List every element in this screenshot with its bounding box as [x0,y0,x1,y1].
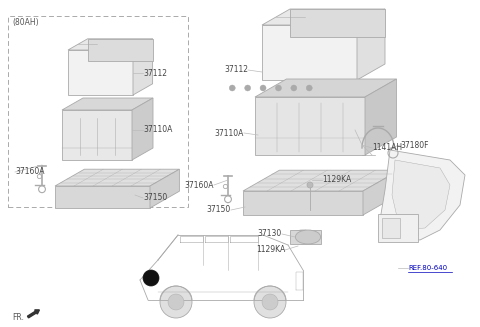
Circle shape [260,85,266,91]
Text: 1141AH: 1141AH [372,144,402,152]
Polygon shape [262,25,357,80]
Circle shape [245,85,251,91]
Text: 1129KA: 1129KA [256,246,285,254]
Text: (80AH): (80AH) [12,18,38,27]
Polygon shape [55,186,150,208]
Polygon shape [133,39,153,95]
Circle shape [160,286,192,318]
Polygon shape [62,98,153,110]
Text: 1129KA: 1129KA [322,176,351,184]
Text: 37110A: 37110A [143,126,172,134]
Text: 37150: 37150 [143,194,167,202]
Polygon shape [255,97,365,155]
Circle shape [307,182,313,188]
Polygon shape [290,230,321,244]
Polygon shape [365,79,396,155]
Circle shape [276,85,281,91]
Circle shape [229,85,235,91]
Circle shape [306,85,312,91]
Text: 37150: 37150 [207,205,231,215]
Polygon shape [62,110,132,160]
Text: 37112: 37112 [224,65,248,75]
Polygon shape [87,39,153,61]
Circle shape [168,294,184,310]
Text: FR.: FR. [12,314,24,322]
Text: 37110A: 37110A [215,129,244,137]
Polygon shape [68,50,133,95]
Polygon shape [290,9,385,37]
Circle shape [262,294,278,310]
Polygon shape [363,170,399,215]
Ellipse shape [290,230,316,244]
Polygon shape [357,9,385,80]
Polygon shape [262,9,385,25]
Ellipse shape [295,230,321,244]
Text: 37130: 37130 [258,230,282,238]
Bar [378,214,418,242]
Circle shape [254,286,286,318]
Polygon shape [243,191,363,215]
Polygon shape [55,169,180,186]
Polygon shape [132,98,153,160]
Text: 37160A: 37160A [15,167,45,177]
Bar [8,16,188,207]
Polygon shape [392,160,450,230]
Polygon shape [243,170,399,191]
Text: 37160A: 37160A [184,181,214,190]
Bar [382,218,400,238]
Text: 37112: 37112 [143,68,167,77]
Polygon shape [380,150,465,240]
Text: 37180F: 37180F [400,141,429,149]
Text: REF.80-640: REF.80-640 [408,265,447,271]
FancyArrow shape [27,310,39,318]
Polygon shape [255,79,396,97]
Polygon shape [68,39,153,50]
Polygon shape [150,169,180,208]
Circle shape [291,85,297,91]
Circle shape [143,270,159,286]
